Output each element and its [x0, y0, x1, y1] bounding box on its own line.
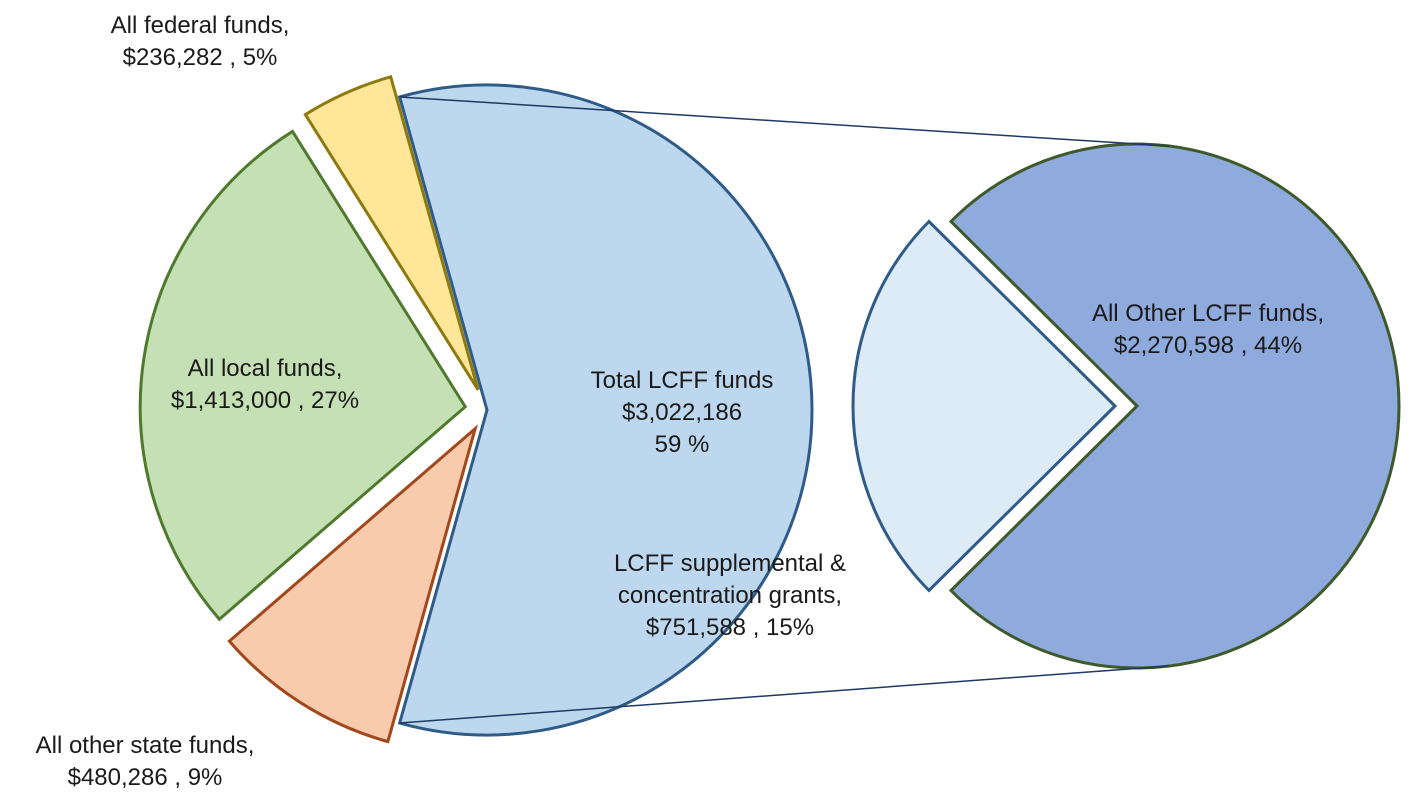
- slice-category: All federal funds,: [110, 12, 290, 39]
- slice-category: LCFF supplemental & concentration grants…: [613, 550, 847, 609]
- connector-line: [399, 96, 1169, 147]
- connector-line: [399, 665, 1169, 724]
- slice-category: All Other LCFF funds,: [1091, 300, 1325, 327]
- pie-slice: [138, 129, 468, 622]
- pie-slice: [851, 219, 1118, 593]
- pie-slice: [397, 83, 814, 737]
- pie-slice: [948, 142, 1401, 670]
- slice-category: Total LCFF funds: [590, 367, 774, 394]
- slice-label: All federal funds, $236,282 , 5%: [111, 10, 290, 74]
- slice-label: All local funds, $1,413,000 , 27%: [171, 353, 359, 417]
- slice-value: $751,588 , 15%: [645, 614, 815, 641]
- pie-slice: [227, 424, 479, 744]
- slice-value: $236,282 , 5%: [122, 44, 278, 71]
- pie-slice: [303, 74, 480, 391]
- slice-value: $3,022,186 59 %: [621, 399, 743, 458]
- slice-value: $480,286 , 9%: [67, 764, 223, 791]
- slice-category: All other state funds,: [35, 732, 255, 759]
- slice-label: Total LCFF funds $3,022,186 59 %: [591, 365, 774, 461]
- slice-label: All other state funds, $480,286 , 9%: [36, 730, 255, 794]
- slice-label: All Other LCFF funds, $2,270,598 , 44%: [1092, 298, 1324, 362]
- slice-label: LCFF supplemental & concentration grants…: [580, 548, 880, 644]
- slice-value: $1,413,000 , 27%: [170, 387, 360, 414]
- slice-value: $2,270,598 , 44%: [1113, 332, 1303, 359]
- slice-category: All local funds,: [187, 355, 343, 382]
